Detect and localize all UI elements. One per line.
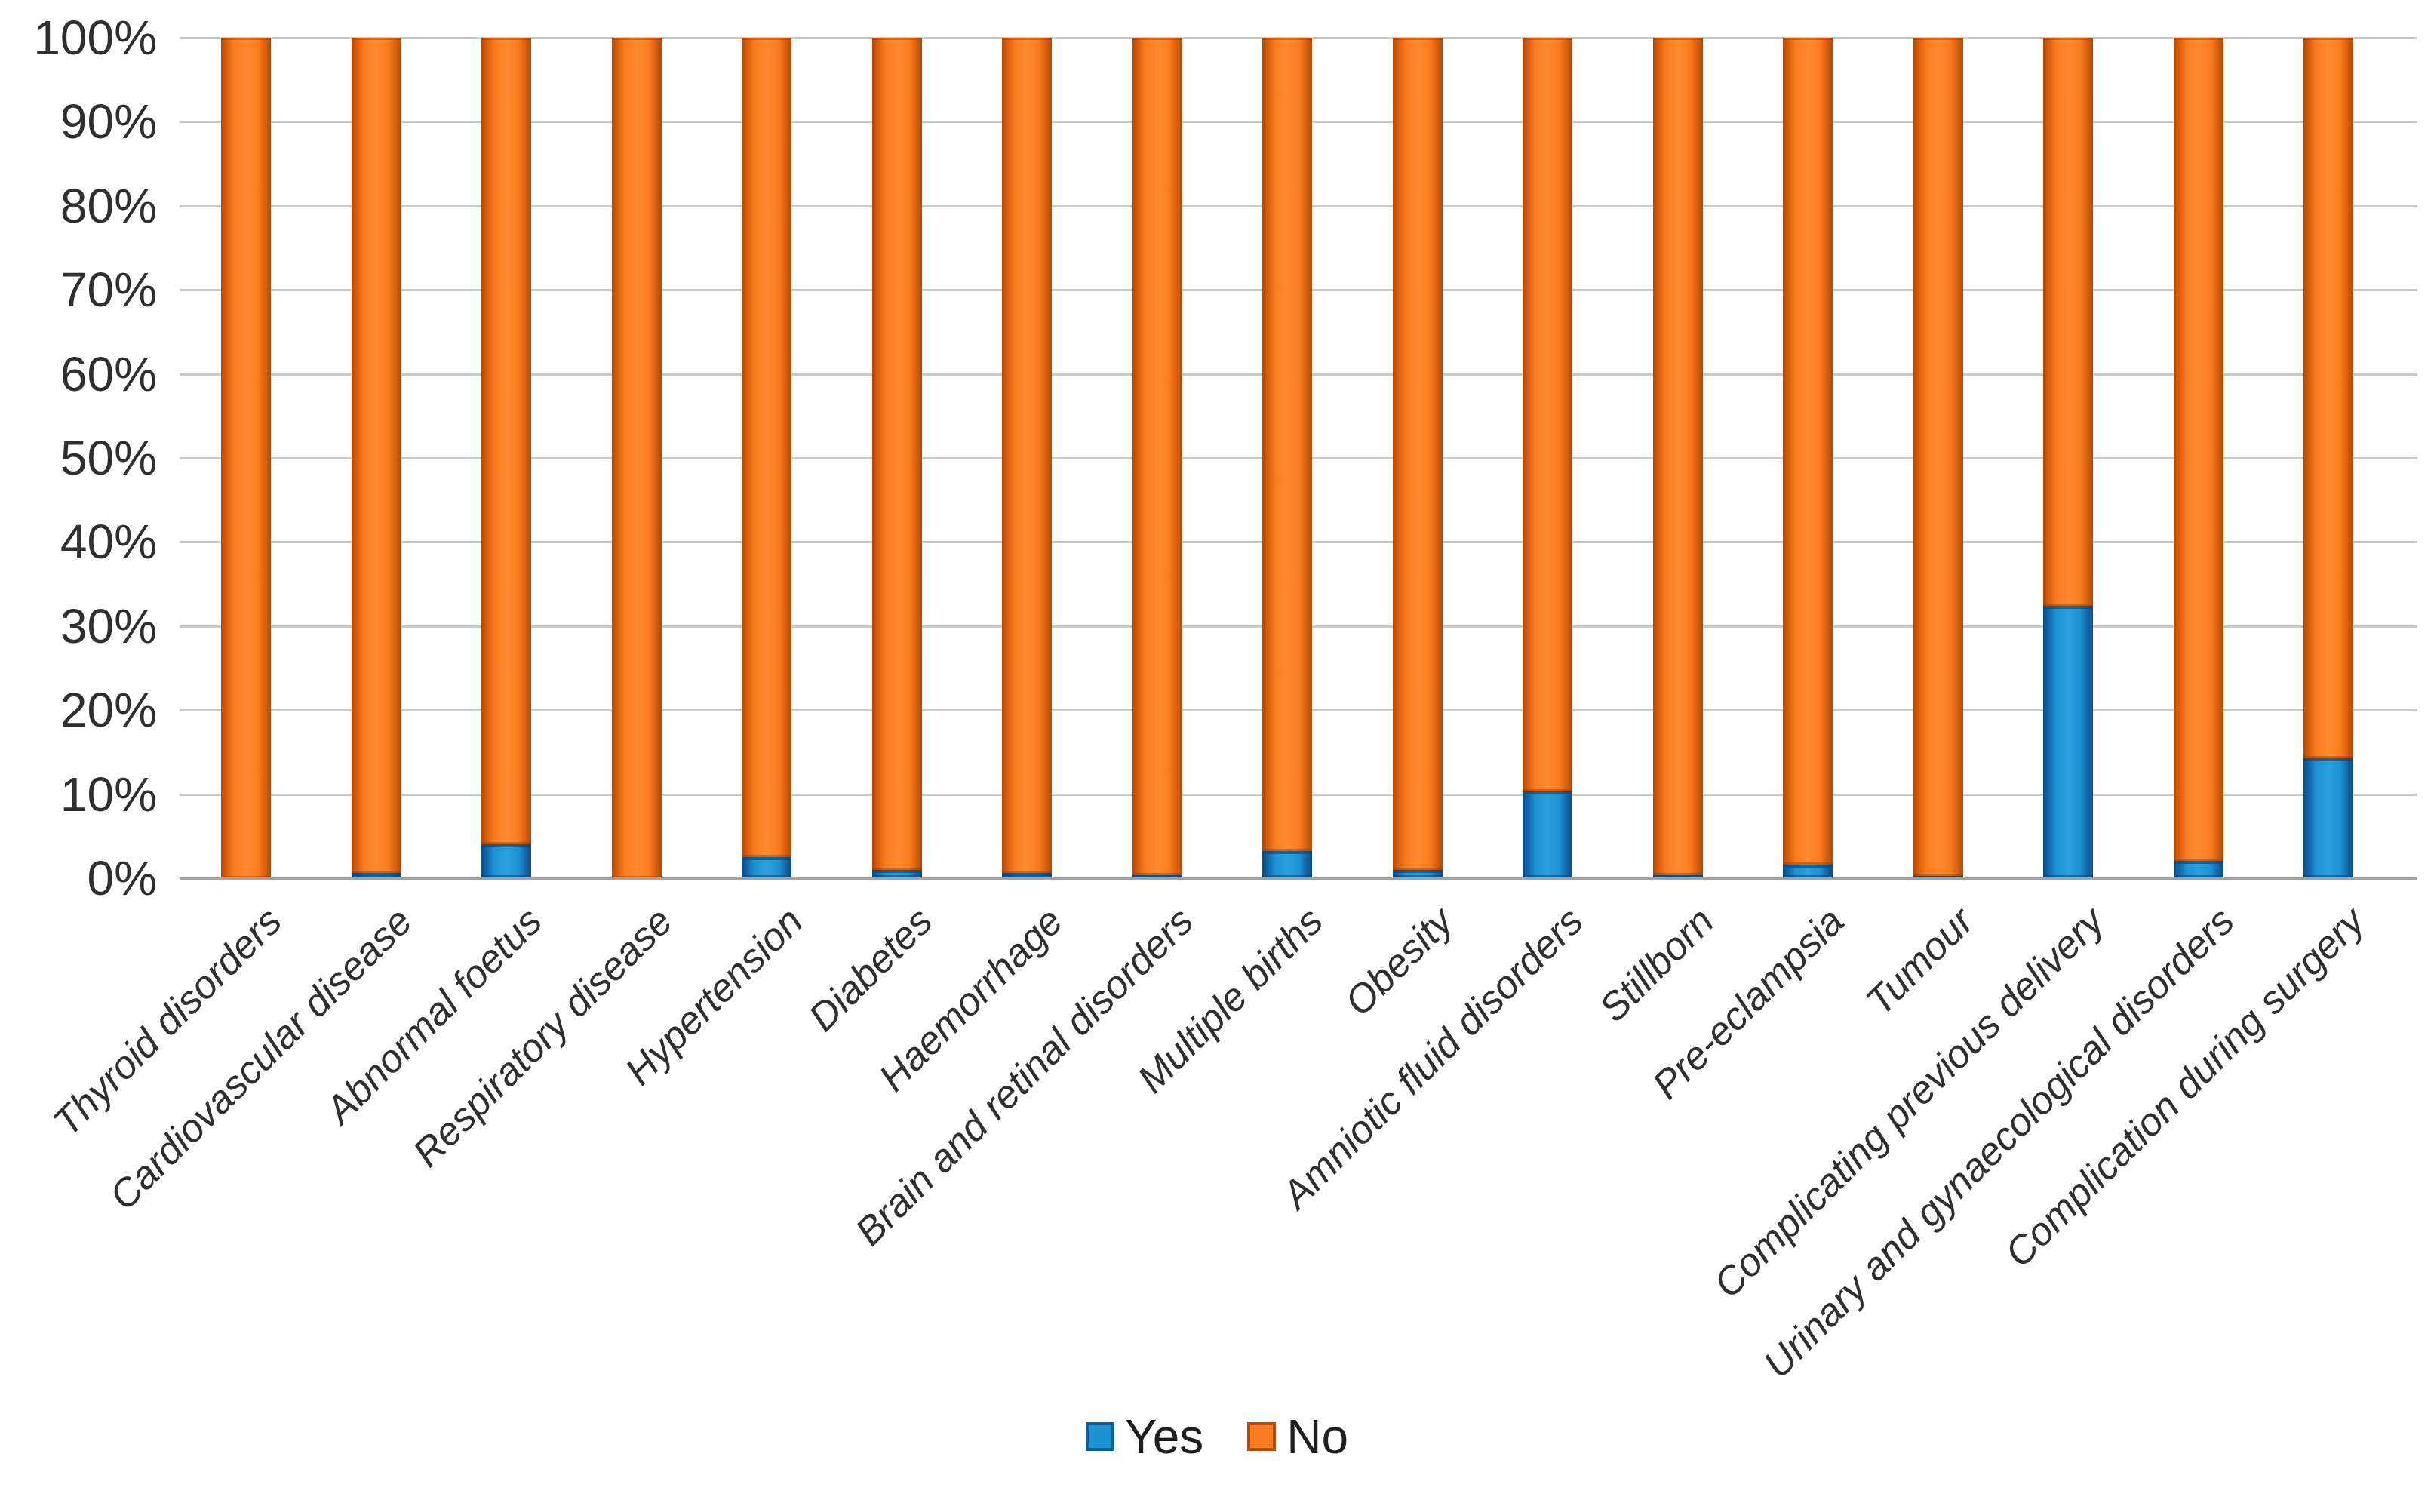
- yes-segment: [2303, 758, 2353, 878]
- stacked-bar: [1783, 38, 1833, 878]
- stacked-bar: [2173, 38, 2223, 878]
- yes-segment: [1783, 865, 1833, 878]
- no-segment: [481, 38, 531, 844]
- no-segment: [1002, 38, 1052, 873]
- stacked-bar: [1913, 38, 1963, 878]
- y-axis-tick-label: 0%: [87, 851, 158, 905]
- yes-segment: [871, 870, 922, 878]
- no-segment: [1523, 38, 1572, 791]
- y-axis-tick-label: 70%: [60, 263, 157, 318]
- x-axis-category-label: Stillborn: [1590, 899, 1723, 1031]
- no-segment: [1652, 38, 1703, 875]
- yes-segment: [1652, 875, 1703, 878]
- yes-segment: [351, 873, 401, 878]
- no-segment: [351, 38, 401, 873]
- stacked-bar: [351, 38, 401, 878]
- no-segment: [611, 38, 662, 878]
- x-axis-line: [180, 877, 2417, 880]
- no-segment: [742, 38, 791, 857]
- no-segment: [1132, 38, 1182, 875]
- no-segment: [1783, 38, 1833, 865]
- y-axis-tick-label: 100%: [33, 11, 157, 65]
- y-axis-tick-label: 90%: [60, 94, 157, 149]
- no-segment: [871, 38, 922, 870]
- legend-item-no: No: [1247, 1412, 1348, 1461]
- stacked-bar: [871, 38, 922, 878]
- yes-segment: [1132, 875, 1182, 878]
- yes-series-swatch: [1085, 1422, 1114, 1451]
- stacked-bar: [1132, 38, 1182, 878]
- x-axis-category-label: Obesity: [1336, 899, 1462, 1025]
- no-segment: [2043, 38, 2093, 606]
- stacked-bar: [1262, 38, 1312, 878]
- yes-segment: [1262, 851, 1312, 878]
- stacked-bar: [221, 38, 271, 878]
- yes-series-label: Yes: [1124, 1409, 1204, 1464]
- yes-segment: [2173, 861, 2223, 878]
- yes-segment: [1392, 870, 1443, 878]
- yes-segment: [481, 844, 531, 878]
- yes-segment: [2043, 606, 2093, 878]
- stacked-bar: [742, 38, 791, 878]
- y-axis-tick-label: 30%: [60, 598, 157, 653]
- yes-segment: [1523, 791, 1572, 878]
- stacked-bar: [611, 38, 662, 878]
- yes-segment: [1913, 876, 1963, 878]
- stacked-bar: [1002, 38, 1052, 878]
- stacked-bar: [1392, 38, 1443, 878]
- no-series-label: No: [1286, 1409, 1349, 1464]
- y-axis-tick-label: 10%: [60, 767, 157, 822]
- yes-segment: [742, 857, 791, 878]
- no-segment: [1262, 38, 1312, 851]
- y-axis-tick-label: 20%: [60, 683, 157, 738]
- no-segment: [1913, 38, 1963, 876]
- y-axis-tick-label: 60%: [60, 346, 157, 401]
- stacked-bar: [481, 38, 531, 878]
- stacked-bar: [2303, 38, 2353, 878]
- x-axis-category-label: Tumour: [1858, 899, 1983, 1024]
- x-axis-category-label: Respiratory disease: [404, 899, 681, 1175]
- y-axis-tick-label: 50%: [60, 431, 157, 485]
- no-series-swatch: [1247, 1422, 1277, 1451]
- no-segment: [221, 38, 271, 878]
- x-axis-category-label: Urinary and gynaecological disorders: [1755, 899, 2243, 1387]
- x-axis-category-label: Abnormal foetus: [318, 899, 552, 1132]
- y-axis-tick-label: 80%: [60, 178, 157, 233]
- legend-item-yes: Yes: [1085, 1409, 1204, 1464]
- no-segment: [2303, 38, 2353, 758]
- legend: Yes No: [0, 1412, 2434, 1461]
- no-segment: [2173, 38, 2223, 861]
- no-segment: [1392, 38, 1443, 870]
- stacked-bar: [2043, 38, 2093, 878]
- stacked-bar: [1523, 38, 1572, 878]
- yes-segment: [1002, 873, 1052, 878]
- stacked-bar: [1652, 38, 1703, 878]
- x-axis-category-label: Thyroid disorders: [45, 899, 291, 1145]
- y-axis-tick-label: 40%: [60, 515, 157, 570]
